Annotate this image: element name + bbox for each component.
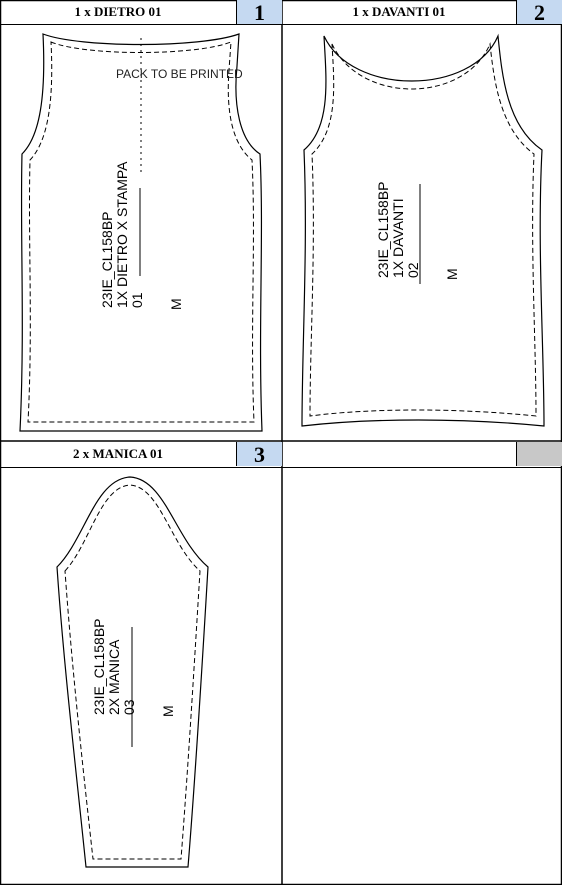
piece-2-header: 1 x DAVANTI 01 2 — [282, 0, 562, 25]
piece-3-number: 3 — [236, 442, 282, 467]
sleeve-label-code: 23IE_CL158BP — [91, 618, 107, 715]
back-print-note: PACK TO BE PRINTED — [116, 67, 243, 81]
sleeve-label-number: 03 — [121, 699, 137, 715]
piece-2-title: 1 x DAVANTI 01 — [352, 4, 446, 19]
piece-1-title: 1 x DIETRO 01 — [74, 4, 162, 19]
back-seam-line — [27, 41, 255, 423]
back-label-piece: 1X DIETRO X STAMPA — [114, 161, 130, 308]
piece-3-header: 2 x MANICA 01 3 — [0, 442, 282, 468]
piece-4-number — [516, 442, 562, 466]
piece-4-empty-area — [283, 469, 561, 883]
front-label-piece: 1X DAVANTI — [390, 198, 406, 278]
back-label-number: 01 — [129, 292, 145, 308]
piece-1-drawing: PACK TO BE PRINTED 23IE_CL158BP 1X DIETR… — [19, 33, 263, 432]
piece-3-title: 2 x MANICA 01 — [73, 446, 163, 461]
front-label-number: 02 — [405, 262, 421, 278]
piece-3-drawing: 23IE_CL158BP 2X MANICA 03 M — [56, 476, 209, 868]
piece-4-title — [282, 442, 516, 466]
back-label-code: 23IE_CL158BP — [99, 211, 115, 308]
front-label-size: M — [444, 268, 460, 280]
back-label-size: M — [168, 298, 184, 310]
back-outline — [19, 33, 263, 432]
piece-2-number: 2 — [516, 0, 562, 25]
piece-1-header: 1 x DIETRO 01 1 — [0, 0, 282, 25]
sleeve-outline — [56, 476, 209, 868]
piece-2-drawing: 23IE_CL158BP 1X DAVANTI 02 M — [301, 33, 545, 427]
front-outline — [301, 33, 545, 427]
sleeve-label-size: M — [160, 705, 176, 717]
sleeve-seam-line — [64, 484, 201, 860]
sleeve-label-piece: 2X MANICA — [106, 639, 122, 715]
front-label-code: 23IE_CL158BP — [375, 181, 391, 278]
piece-1-number: 1 — [236, 0, 282, 25]
front-seam-line — [309, 42, 537, 417]
piece-4-header — [282, 442, 562, 468]
